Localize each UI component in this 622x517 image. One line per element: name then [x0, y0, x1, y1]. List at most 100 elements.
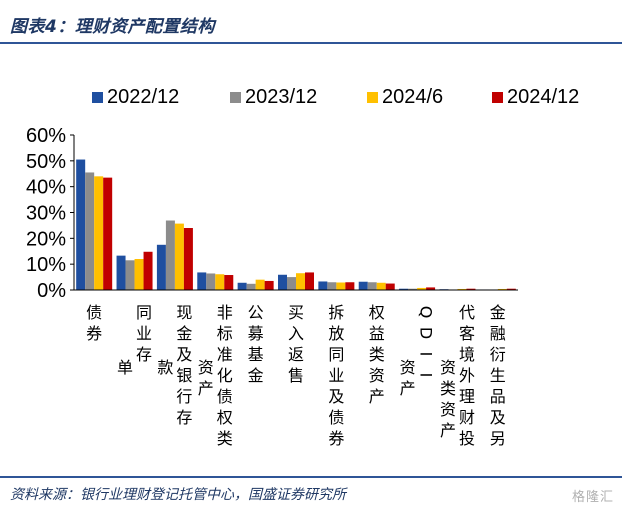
title-rule: [0, 42, 622, 44]
x-tick-label-10: 品: [490, 387, 506, 406]
x-tick-label-3: 非: [217, 303, 233, 322]
x-tick-label-8: 产: [400, 379, 416, 398]
x-tick-label-9: 理: [459, 387, 475, 406]
x-tick-label-7: 产: [369, 387, 385, 406]
x-tick-label-10: 衍: [490, 345, 506, 364]
bar-8-2: [417, 287, 427, 290]
bar-8-0: [399, 288, 409, 290]
bar-0-3: [103, 177, 113, 290]
x-tick-label-4: 基: [248, 345, 264, 364]
bar-6-0: [318, 281, 328, 290]
bar-0-0: [76, 159, 86, 290]
x-tick-label-2: 银: [176, 366, 192, 385]
x-tick-label-10: 及: [490, 408, 506, 427]
x-tick-label-1: 存: [136, 345, 152, 364]
bar-2-1: [165, 220, 175, 290]
bar-2-0: [156, 244, 166, 290]
x-tick-label-3: 准: [217, 345, 233, 364]
x-tick-label-0: 债: [86, 303, 102, 322]
x-tick-label-6: 券: [328, 429, 344, 448]
x-tick-label-8: I: [417, 373, 436, 378]
y-tick-label: 40%: [26, 177, 66, 199]
bar-1-2: [134, 259, 144, 290]
x-tick-label-9: 资: [440, 358, 456, 377]
x-tick-label-7: 资: [369, 366, 385, 385]
x-tick-label-7: 权: [369, 303, 385, 322]
x-tick-label-10: 融: [490, 324, 506, 343]
y-tick-label: 30%: [26, 203, 66, 225]
legend-label-3: 2024/12: [507, 86, 579, 108]
x-tick-label-0: 券: [86, 324, 102, 343]
bar-3-3: [224, 275, 234, 290]
x-tick-label-8: I: [417, 352, 436, 357]
x-tick-label-9: 财: [459, 408, 475, 427]
x-tick-label-10: 另: [490, 429, 506, 448]
bars: [76, 159, 516, 290]
x-tick-label-2: 金: [176, 324, 192, 343]
bar-2-3: [183, 228, 193, 290]
x-tick-label-4: 公: [248, 303, 264, 322]
x-tick-label-3: 化: [217, 366, 233, 385]
x-tick-label-9: 客: [459, 324, 475, 343]
x-tick-label-2: 及: [176, 345, 192, 364]
bar-1-1: [125, 260, 135, 290]
bar-0-1: [85, 172, 95, 290]
bar-10-2: [497, 288, 507, 290]
x-tick-label-1: 业: [136, 324, 152, 343]
x-tick-label-8: Q: [417, 306, 436, 319]
x-tick-label-10: 生: [490, 366, 506, 385]
y-tick-label: 60%: [26, 125, 66, 147]
x-tick-label-9: 产: [440, 421, 456, 440]
footer-rule: [0, 476, 622, 478]
x-tick-label-6: 及: [328, 387, 344, 406]
x-tick-label-6: 拆: [328, 303, 344, 322]
x-tick-label-5: 买: [288, 303, 304, 322]
bar-8-3: [426, 287, 436, 290]
x-tick-label-6: 债: [328, 408, 344, 427]
bar-9-3: [466, 288, 476, 290]
x-tick-label-8: D: [417, 327, 436, 339]
x-tick-label-2: 款: [157, 358, 173, 377]
x-tick-label-3: 债: [217, 387, 233, 406]
bar-5-0: [278, 274, 287, 290]
bar-0-2: [94, 176, 104, 290]
x-tick-label-4: 金: [248, 366, 264, 385]
bar-7-0: [358, 281, 368, 290]
x-tick-label-3: 类: [217, 429, 233, 448]
bar-7-3: [385, 283, 395, 290]
bar-2-2: [174, 223, 184, 290]
source-note: 资料来源：银行业理财登记托管中心，国盛证券研究所: [10, 487, 346, 503]
x-tick-label-7: 益: [369, 324, 385, 343]
bar-3-2: [215, 274, 225, 290]
x-tick-label-8: 资: [400, 358, 416, 377]
legend-label-2: 2024/6: [382, 86, 443, 108]
bar-1-0: [116, 255, 126, 290]
y-tick-label: 20%: [26, 228, 66, 250]
y-tick-label: 10%: [26, 254, 66, 276]
x-tick-label-5: 返: [288, 345, 304, 364]
legend-swatch-0: [92, 92, 103, 103]
x-tick-label-2: 行: [176, 387, 192, 406]
legend-swatch-3: [492, 92, 503, 103]
bar-9-2: [457, 288, 467, 290]
figure-title: 图表4：理财资产配置结构: [10, 17, 215, 37]
bar-3-0: [197, 272, 207, 290]
bar-4-1: [246, 283, 256, 290]
x-tick-label-10: 金: [490, 303, 506, 322]
x-tick-label-5: 入: [288, 324, 304, 343]
bar-7-1: [367, 282, 377, 290]
x-tick-label-4: 募: [248, 324, 264, 343]
bar-6-2: [336, 282, 346, 290]
x-tick-label-3: 权: [217, 408, 233, 427]
x-tick-label-3: 标: [217, 324, 233, 343]
x-tick-label-9: 投: [459, 429, 475, 448]
watermark-logo: 格隆汇: [571, 490, 614, 505]
x-tick-label-5: 售: [288, 366, 304, 385]
legend-label-1: 2023/12: [245, 86, 317, 108]
bar-4-3: [264, 280, 274, 290]
x-tick-label-6: 同: [328, 345, 344, 364]
legend-swatch-2: [367, 92, 378, 103]
x-tick-label-3: 产: [198, 379, 214, 398]
x-tick-label-6: 放: [328, 324, 344, 343]
